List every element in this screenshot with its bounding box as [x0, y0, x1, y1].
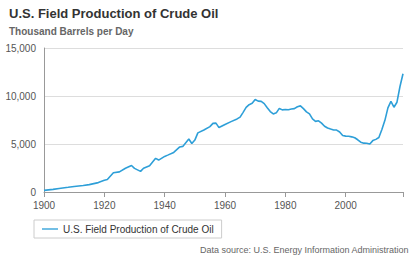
svg-text:15,000: 15,000 [5, 43, 36, 54]
svg-text:1900: 1900 [33, 200, 56, 211]
svg-text:1920: 1920 [93, 200, 116, 211]
svg-text:1980: 1980 [274, 200, 297, 211]
svg-text:2000: 2000 [335, 200, 358, 211]
svg-text:5,000: 5,000 [11, 139, 36, 150]
svg-text:Thousand Barrels per Day: Thousand Barrels per Day [9, 26, 134, 37]
svg-text:U.S. Field Production of Crude: U.S. Field Production of Crude Oil [9, 6, 218, 21]
svg-text:U.S. Field Production of Crude: U.S. Field Production of Crude Oil [63, 224, 214, 235]
svg-text:10,000: 10,000 [5, 91, 36, 102]
svg-text:1940: 1940 [154, 200, 177, 211]
svg-text:1960: 1960 [214, 200, 237, 211]
svg-text:Data source: U.S. Energy Infor: Data source: U.S. Energy Information Adm… [200, 245, 409, 255]
svg-text:0: 0 [30, 187, 36, 198]
